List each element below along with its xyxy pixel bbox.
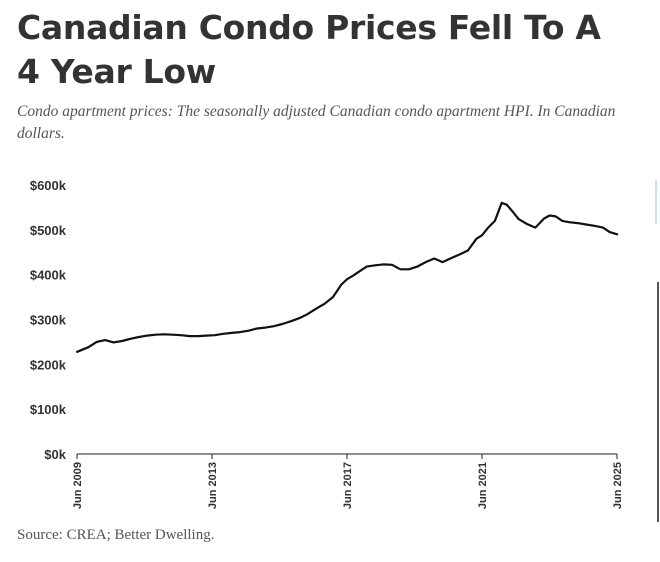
y-tick-label: $500k	[30, 223, 67, 238]
x-tick-label: Jun 2017	[342, 462, 354, 509]
y-tick-label: $400k	[30, 268, 67, 283]
y-tick-label: $200k	[30, 357, 67, 372]
y-tick-label: $0k	[44, 447, 66, 462]
y-tick-label: $300k	[30, 313, 67, 328]
x-tick-label: Jun 2013	[207, 462, 219, 509]
right-edge-fragment	[655, 180, 660, 224]
chart-source: Source: CREA; Better Dwelling.	[17, 527, 215, 543]
x-tick-label: Jun 2009	[72, 462, 84, 509]
chart-subtitle: Condo apartment prices: The seasonally a…	[17, 103, 616, 142]
x-tick-label: Jun 2025	[612, 462, 624, 509]
line-chart: $0k $100k $200k $300k $400k $500k $600k Jun 200…	[30, 178, 624, 509]
x-tick-label: Jun 2021	[477, 462, 489, 509]
chart-title: Canadian Condo Prices Fell To A 4 Year L…	[17, 8, 601, 91]
y-tick-label: $100k	[30, 402, 67, 417]
right-edge-divider	[657, 282, 659, 522]
series-line	[76, 201, 619, 353]
y-tick-label: $600k	[30, 178, 67, 193]
